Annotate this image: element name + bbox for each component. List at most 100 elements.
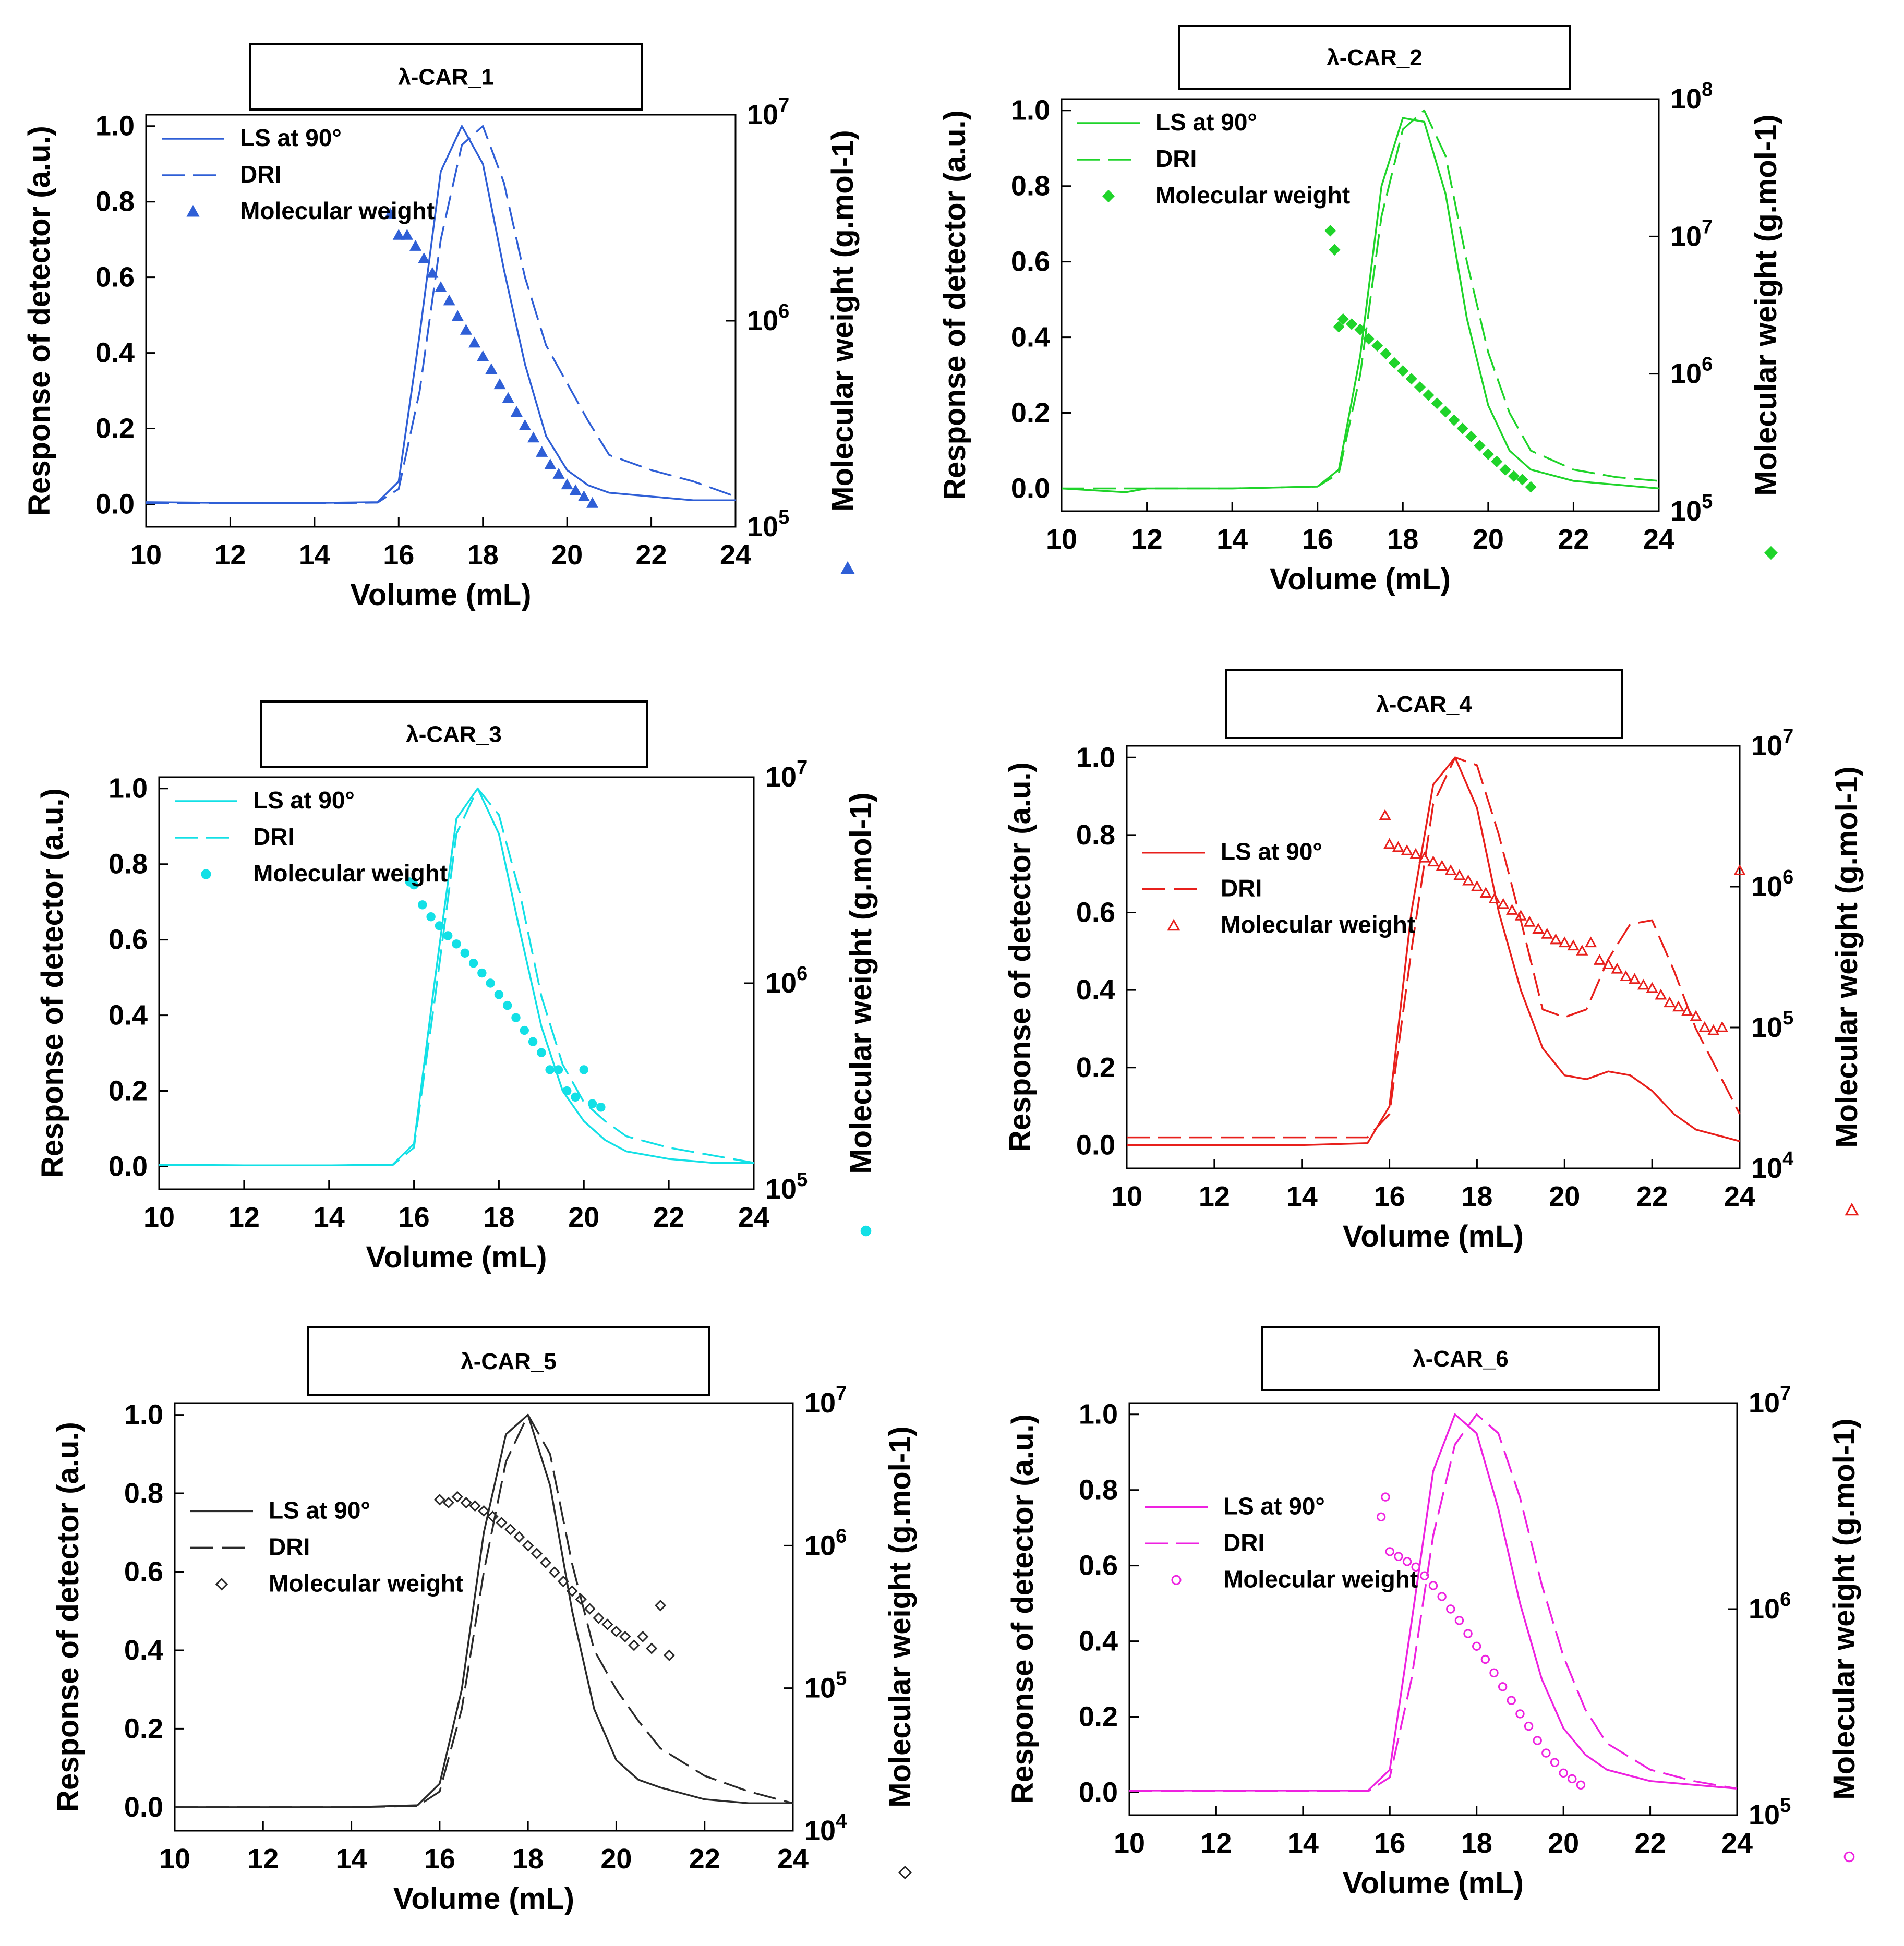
y2-tick-label: 107 [1751,726,1793,762]
mw-point [1363,333,1375,345]
mw-point [1508,470,1520,482]
y2-tick-exponent: 6 [1702,354,1713,376]
mw-point [1463,1629,1473,1638]
x-axis-title: Volume (mL) [366,1240,547,1274]
y-axis-title: Response of detector (a.u.) [1006,1414,1040,1804]
mw-point [1371,340,1383,352]
mw-point [1333,321,1345,333]
mw-markers [384,208,599,508]
series-line-ls [1061,117,1659,493]
mw-point [596,1103,606,1112]
x-axis-title: Volume (mL) [1343,1219,1524,1253]
mw-point [468,336,481,348]
mw-point [539,1556,552,1569]
plot-frame [1061,98,1660,512]
mw-point [1402,1557,1412,1566]
mw-point [1707,1024,1720,1035]
mw-point [1411,1562,1420,1572]
chart-title-box [1261,1326,1660,1391]
y-tick-label: 0.0 [1079,1777,1118,1808]
y-tick-label: 0.8 [124,1478,163,1509]
y2-tick-base: 10 [765,1174,797,1205]
mw-point [392,228,405,240]
series-line-dri [1062,109,1659,490]
mw-point [584,1603,596,1615]
series-line-ls [159,787,754,1167]
mw-point [1420,1571,1429,1580]
y2-tick-exponent: 7 [778,94,789,116]
mw-point [1418,851,1431,863]
chart-title-box [249,43,643,111]
mw-point [1397,365,1409,377]
mw-point [511,1013,521,1022]
mw-point [477,968,487,978]
x-tick-label: 10 [143,1202,175,1233]
x-tick-label: 14 [299,539,330,571]
mw-point [586,497,599,508]
y2-tick-label: 105 [1670,491,1713,527]
y2-tick-label: 106 [804,1525,847,1561]
x-tick-label: 14 [336,1843,367,1875]
y2-tick-exponent: 5 [1702,491,1713,513]
chart-panel-5: λ-CAR_5 10 12 14 16 18 20 22 24 0.0 0.2 0.4 0.6 0.8 1.… [51,1326,917,1916]
x-tick-label: 14 [1286,1181,1318,1212]
mw-point [502,392,514,403]
mw-point [478,1505,490,1517]
mw-point [1405,373,1417,385]
y2-axis-title: Molecular weight (g.mol-1) [1830,766,1864,1148]
mw-point [663,1649,676,1661]
mw-point [628,1639,640,1651]
legend-label: LS at 90° [1221,838,1322,865]
x-tick-label: 22 [653,1202,684,1233]
mw-point [513,1531,525,1543]
y-axis-title: Response of detector (a.u.) [938,110,972,500]
mw-point [401,228,413,240]
mw-point [1655,988,1667,1000]
x-tick-label: 14 [314,1202,345,1233]
mw-point [1489,1668,1499,1678]
mw-point [610,1625,622,1638]
y2-tick-label: 105 [747,506,789,542]
y2-tick-exponent: 5 [778,506,789,528]
mw-point [1392,841,1404,852]
chart-panel-2: λ-CAR_2 10 12 14 16 18 20 22 24 0.0 0.2 0.4 0.6 0.8 1.… [938,25,1783,596]
chart-title: λ-CAR_3 [406,722,501,747]
mw-point [522,1540,534,1552]
y2-tick-exponent: 4 [1782,1148,1793,1170]
y2-tick-label: 107 [1749,1383,1791,1419]
legend-label: DRI [1221,875,1262,902]
y2-tick-label: 107 [765,757,808,793]
legend-label: DRI [253,823,294,850]
y2-tick-exponent: 6 [836,1525,847,1547]
mw-point [426,267,439,278]
y-tick-label: 0.4 [1079,1626,1118,1657]
y2-tick-base: 10 [1751,730,1782,762]
legend-marker [186,204,200,217]
series-line-ls [146,125,736,504]
mw-point [566,1585,578,1597]
mw-point [1515,1709,1525,1719]
y-tick-label: 0.8 [1011,171,1050,202]
mw-point [1414,381,1426,393]
mw-point [1698,1021,1711,1032]
mw-point [1620,970,1632,982]
y2-tick-label: 106 [1670,354,1713,390]
y-axis-title: Response of detector (a.u.) [22,126,56,516]
y2-axis-marker-symbol [898,1865,912,1880]
y-axis-title: Response of detector (a.u.) [1003,762,1037,1152]
mw-point [1532,923,1545,934]
mw-point [1381,1492,1390,1502]
y-tick-label: 1.0 [1076,742,1115,773]
mw-point [384,208,396,219]
y-tick-label: 1.0 [1011,95,1050,126]
y-tick-label: 0.4 [124,1635,163,1666]
mw-point [1541,1748,1551,1758]
mw-point [1465,430,1477,442]
mw-point [451,310,464,321]
y2-axis-title: Molecular weight (g.mol-1) [1827,1418,1861,1800]
y2-tick-label: 104 [804,1810,847,1846]
series-line-dri [146,125,736,504]
mw-point [1337,313,1349,325]
y-tick-label: 0.4 [95,337,135,369]
y2-tick-label: 107 [1670,216,1713,252]
